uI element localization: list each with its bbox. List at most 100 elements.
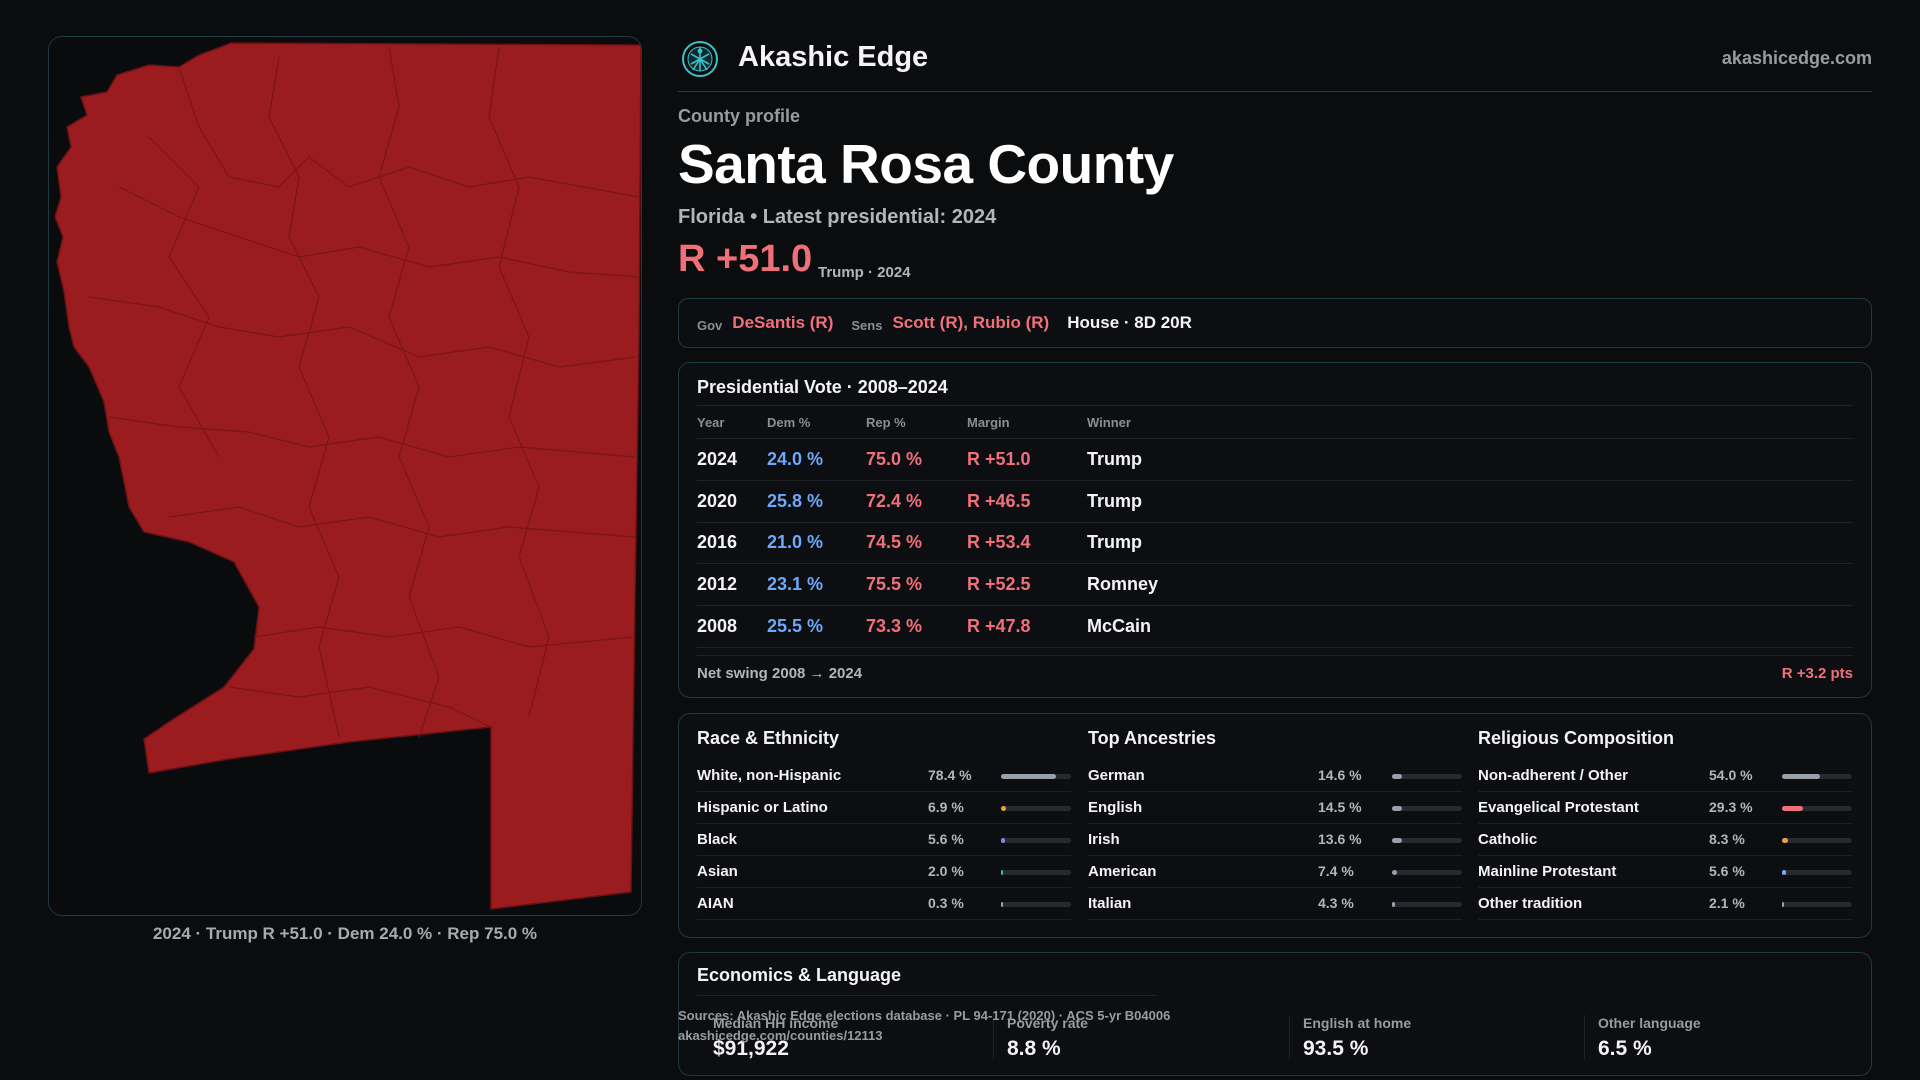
share-bar bbox=[1392, 870, 1462, 875]
ancestry-row[interactable]: American 7.4 % bbox=[1088, 856, 1462, 888]
share-bar bbox=[1782, 902, 1852, 907]
county-shape[interactable] bbox=[54, 42, 641, 910]
county-map-svg bbox=[54, 42, 641, 910]
row-value: 29.3 % bbox=[1709, 799, 1753, 815]
stat-label: Median HH income bbox=[713, 1015, 839, 1031]
cell-margin: R +47.8 bbox=[967, 616, 1031, 636]
page-subtitle: Florida • Latest presidential: 2024 bbox=[678, 206, 997, 228]
share-bar-fill bbox=[1392, 774, 1402, 779]
cell-dem: 25.5 % bbox=[767, 616, 824, 636]
row-label: Catholic bbox=[1478, 831, 1538, 848]
headline-margin-note: Trump · 2024 bbox=[818, 264, 911, 281]
race-row[interactable]: Hispanic or Latino 6.9 % bbox=[697, 792, 1071, 824]
page-title: Santa Rosa County bbox=[678, 133, 1174, 195]
share-bar-fill bbox=[1392, 870, 1397, 875]
cell-winner: Trump bbox=[1087, 532, 1143, 552]
net-swing-value: R +3.2 pts bbox=[1781, 665, 1853, 682]
brand-url-link[interactable]: akashicedge.com bbox=[1721, 48, 1872, 68]
share-bar bbox=[1001, 774, 1071, 779]
cell-rep: 73.3 % bbox=[866, 616, 923, 636]
share-bar-fill bbox=[1001, 870, 1003, 875]
share-bar-fill bbox=[1782, 838, 1788, 843]
cell-year: 2024 bbox=[697, 449, 738, 469]
religion-row[interactable]: Evangelical Protestant 29.3 % bbox=[1478, 792, 1852, 824]
headline-margin: R +51.0 bbox=[678, 238, 813, 280]
row-value: 13.6 % bbox=[1318, 831, 1362, 847]
map-caption: 2024 · Trump R +51.0 · Dem 24.0 % · Rep … bbox=[152, 924, 538, 943]
cell-winner: Trump bbox=[1087, 449, 1143, 469]
share-bar bbox=[1001, 806, 1071, 811]
col-header-rep: Rep % bbox=[866, 415, 906, 430]
share-bar bbox=[1782, 870, 1852, 875]
religion-row[interactable]: Catholic 8.3 % bbox=[1478, 824, 1852, 856]
gov-label: Gov bbox=[697, 317, 723, 333]
col-header-winner: Winner bbox=[1087, 415, 1131, 430]
ancestry-row[interactable]: English 14.5 % bbox=[1088, 792, 1462, 824]
cell-year: 2016 bbox=[697, 532, 738, 552]
stat-value: 8.8 % bbox=[1007, 1037, 1061, 1060]
share-bar bbox=[1392, 774, 1462, 779]
row-label: Black bbox=[697, 831, 738, 848]
table-row[interactable]: 2020 25.8 % 72.4 % R +46.5 Trump bbox=[697, 481, 1853, 522]
table-row[interactable]: 2016 21.0 % 74.5 % R +53.4 Trump bbox=[697, 522, 1853, 563]
row-value: 7.4 % bbox=[1318, 863, 1354, 879]
share-bar bbox=[1392, 902, 1462, 907]
row-label: Mainline Protestant bbox=[1478, 863, 1617, 880]
row-value: 6.9 % bbox=[928, 799, 964, 815]
economics-card-title: Economics & Language bbox=[697, 965, 902, 985]
stat-english-at-home: English at home 93.5 % bbox=[1303, 1009, 1563, 1067]
stat-label: Poverty rate bbox=[1007, 1015, 1088, 1031]
stat-label: Other language bbox=[1598, 1015, 1701, 1031]
row-value: 14.5 % bbox=[1318, 799, 1362, 815]
religion-row[interactable]: Non-adherent / Other 54.0 % bbox=[1478, 760, 1852, 792]
ancestry-row[interactable]: Irish 13.6 % bbox=[1088, 824, 1462, 856]
share-bar-fill bbox=[1782, 902, 1784, 907]
cell-dem: 24.0 % bbox=[767, 449, 824, 469]
table-row[interactable]: 2012 23.1 % 75.5 % R +52.5 Romney bbox=[697, 564, 1853, 605]
cell-winner: Romney bbox=[1087, 574, 1159, 594]
ancestry-row[interactable]: German 14.6 % bbox=[1088, 760, 1462, 792]
stat-value: 6.5 % bbox=[1598, 1037, 1652, 1060]
share-bar-fill bbox=[1782, 806, 1803, 811]
share-bar-fill bbox=[1782, 870, 1786, 875]
row-label: AIAN bbox=[697, 895, 734, 912]
county-url-link[interactable]: akashicedge.com/counties/12113 bbox=[678, 1028, 883, 1043]
col-header-margin: Margin bbox=[967, 415, 1010, 430]
religion-row[interactable]: Other tradition 2.1 % bbox=[1478, 888, 1852, 920]
table-row[interactable]: 2008 25.5 % 73.3 % R +47.8 McCain bbox=[697, 606, 1853, 647]
share-bar-fill bbox=[1782, 774, 1820, 779]
col-header-year: Year bbox=[697, 415, 725, 430]
row-label: Asian bbox=[697, 863, 738, 880]
race-row[interactable]: AIAN 0.3 % bbox=[697, 888, 1071, 920]
share-bar bbox=[1001, 838, 1071, 843]
race-section-title: Race & Ethnicity bbox=[697, 728, 840, 748]
precinct-boundaries bbox=[88, 46, 640, 738]
stat-poverty-rate: Poverty rate 8.8 % bbox=[1007, 1009, 1267, 1067]
brand-name: Akashic Edge bbox=[738, 41, 929, 73]
row-value: 8.3 % bbox=[1709, 831, 1745, 847]
cell-rep: 75.0 % bbox=[866, 449, 923, 469]
cell-rep: 74.5 % bbox=[866, 532, 923, 552]
row-label: American bbox=[1088, 863, 1157, 880]
col-header-dem: Dem % bbox=[767, 415, 811, 430]
senators-link[interactable]: Scott (R), Rubio (R) bbox=[892, 313, 1050, 332]
ancestry-row[interactable]: Italian 4.3 % bbox=[1088, 888, 1462, 920]
house-delegation: House · 8D 20R bbox=[1067, 313, 1192, 332]
cell-dem: 23.1 % bbox=[767, 574, 824, 594]
row-value: 4.3 % bbox=[1318, 895, 1354, 911]
governor-link[interactable]: DeSantis (R) bbox=[732, 313, 834, 332]
share-bar-fill bbox=[1001, 774, 1056, 779]
stat-other-language: Other language 6.5 % bbox=[1598, 1009, 1858, 1067]
cell-margin: R +51.0 bbox=[967, 449, 1031, 469]
table-row[interactable]: 2024 24.0 % 75.0 % R +51.0 Trump bbox=[697, 439, 1853, 480]
county-map[interactable] bbox=[48, 36, 642, 916]
race-row[interactable]: White, non-Hispanic 78.4 % bbox=[697, 760, 1071, 792]
stat-value: $91,922 bbox=[713, 1037, 789, 1060]
race-row[interactable]: Asian 2.0 % bbox=[697, 856, 1071, 888]
economics-card: Economics & Language Median HH income $9… bbox=[678, 952, 1872, 1076]
net-swing-label: Net swing 2008 → 2024 bbox=[697, 665, 863, 682]
race-row[interactable]: Black 5.6 % bbox=[697, 824, 1071, 856]
religion-row[interactable]: Mainline Protestant 5.6 % bbox=[1478, 856, 1852, 888]
cell-rep: 75.5 % bbox=[866, 574, 923, 594]
cell-margin: R +52.5 bbox=[967, 574, 1031, 594]
